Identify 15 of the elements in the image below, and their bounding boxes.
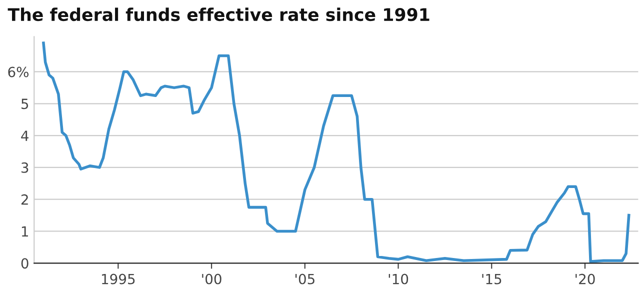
y-tick-label: 3	[21, 162, 28, 173]
y-tick-label: 4	[21, 130, 28, 141]
x-tick-label: '10	[388, 274, 408, 284]
x-tick-label: '05	[295, 274, 314, 284]
x-tick-label: '15	[482, 274, 502, 284]
x-tick-label: '20	[576, 274, 595, 284]
y-tick-label: 0	[21, 258, 28, 269]
y-tick-label: 1	[22, 226, 28, 237]
y-tick-label: 2	[21, 194, 28, 205]
chart-title: The federal funds effective rate since 1991	[8, 8, 430, 22]
x-tick-label: '00	[202, 274, 222, 284]
x-tick-label: 1995	[102, 274, 135, 284]
line-series	[42, 42, 630, 263]
y-tick-label: 5	[22, 98, 28, 110]
y-tick-label: 6%	[8, 66, 29, 78]
